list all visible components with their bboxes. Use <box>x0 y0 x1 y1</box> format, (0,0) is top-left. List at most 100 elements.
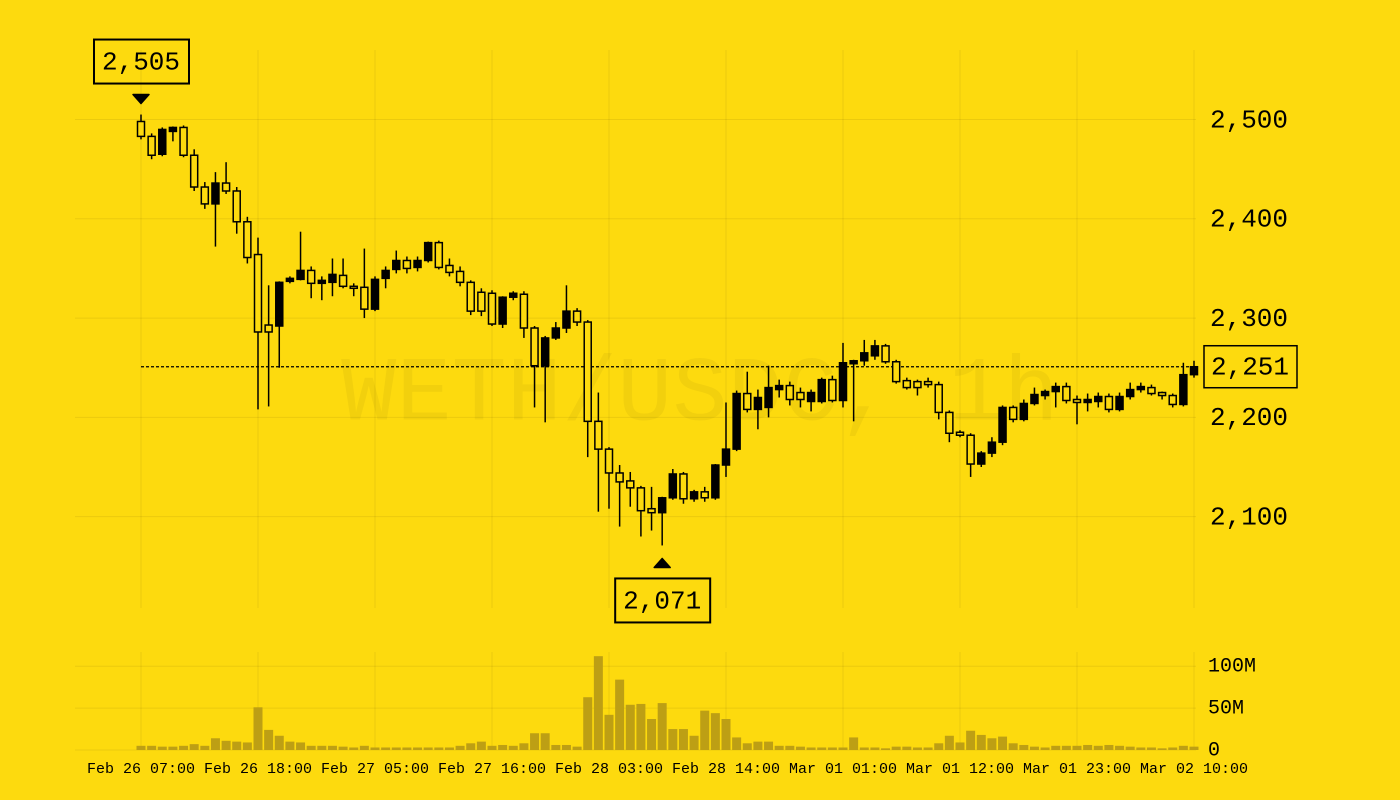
candle-body <box>679 473 688 500</box>
candle-body <box>1136 385 1146 391</box>
candle-body <box>136 120 146 138</box>
candle-body <box>902 379 912 389</box>
candle-body <box>913 380 922 389</box>
candle-body <box>891 361 901 383</box>
volume-bar <box>1083 744 1093 750</box>
candle-body <box>540 337 550 367</box>
candle-body <box>264 324 273 333</box>
candle-body <box>870 345 880 357</box>
volume-bar <box>689 735 699 750</box>
candle-body <box>551 327 561 339</box>
x-tick-label: Feb 26 18:00 <box>204 761 312 778</box>
candle-body <box>296 269 305 281</box>
candle-body <box>434 241 444 269</box>
volume-bar <box>806 747 816 750</box>
volume-bar <box>838 747 848 750</box>
y-tick-label: 2,100 <box>1210 503 1288 533</box>
candle-body <box>1115 395 1124 411</box>
volume-bar <box>1115 745 1125 750</box>
last-price-label: 2,251 <box>1211 353 1289 383</box>
volume-bar <box>455 745 465 750</box>
volume-bar <box>891 746 901 750</box>
candle-body <box>689 491 699 500</box>
candle-body <box>1030 393 1039 405</box>
volume-bar <box>498 744 508 750</box>
candle-body <box>1189 365 1199 376</box>
last-price-box <box>1203 344 1298 389</box>
y-tick-label: 2,500 <box>1210 105 1288 135</box>
volume-bar <box>306 745 316 750</box>
candle-body <box>466 281 475 312</box>
x-tick-label: Mar 02 10:00 <box>1140 761 1248 778</box>
candle-body <box>360 286 369 310</box>
volume-bar <box>966 730 976 750</box>
candle-body <box>583 321 592 423</box>
candle-body <box>413 259 422 269</box>
volume-bar <box>1125 746 1135 750</box>
volume-bar <box>583 697 593 750</box>
candle-body <box>806 391 816 403</box>
volume-tick-label: 100M <box>1208 656 1256 679</box>
volume-bar <box>530 733 540 750</box>
x-tick-label: Feb 28 03:00 <box>555 761 663 778</box>
candle-body <box>987 441 997 454</box>
volume-bar <box>1146 747 1156 750</box>
volume-bar <box>519 743 529 750</box>
volume-bar <box>870 747 880 750</box>
candle-body <box>743 392 752 411</box>
candle-body <box>1157 391 1167 397</box>
volume-bar <box>859 747 869 750</box>
candle-body <box>392 259 401 271</box>
volume-bar <box>561 744 571 750</box>
candle-body <box>253 253 263 333</box>
volume-bar <box>1104 744 1114 750</box>
candle-body <box>179 126 188 156</box>
volume-bar <box>987 738 997 750</box>
y-tick-label: 2,400 <box>1210 205 1288 235</box>
candle-body <box>636 487 646 512</box>
x-tick-label: Mar 01 01:00 <box>789 761 897 778</box>
x-tick-label: Feb 26 07:00 <box>87 761 195 778</box>
candle-body <box>604 448 614 474</box>
max-marker-label: 2,505 <box>102 47 180 77</box>
volume-bar <box>625 704 635 750</box>
volume-bar <box>647 719 657 750</box>
candle-body <box>796 391 805 401</box>
candle-body <box>200 186 210 205</box>
candle-body <box>328 273 337 284</box>
volume-bar <box>1040 747 1050 750</box>
volume-bar <box>955 742 965 750</box>
volume-bar <box>264 729 274 750</box>
x-tick-label: Feb 28 14:00 <box>672 761 780 778</box>
candle-body <box>232 190 241 223</box>
candle-body <box>1094 395 1103 403</box>
candle-body <box>828 378 837 402</box>
candle-body <box>785 384 795 401</box>
candle-body <box>1008 406 1018 421</box>
volume-bar <box>232 741 242 750</box>
candle-body <box>1083 398 1092 404</box>
candle-body <box>562 310 571 329</box>
volume-bar <box>391 747 401 750</box>
volume-bar <box>742 743 752 750</box>
volume-bar <box>466 743 476 750</box>
candle-body <box>753 396 763 411</box>
y-tick-label: 2,300 <box>1210 304 1288 334</box>
candle-body <box>1179 373 1188 406</box>
candle-body <box>1168 394 1177 406</box>
candle-body <box>1062 385 1071 402</box>
max-marker-box <box>93 38 190 85</box>
volume-bar <box>1189 746 1199 750</box>
candle-body <box>477 291 486 312</box>
x-tick-label: Mar 01 12:00 <box>906 761 1014 778</box>
candle-body <box>519 293 529 329</box>
candle-body <box>881 345 890 363</box>
volume-bar <box>200 745 210 750</box>
volume-bar <box>1136 747 1146 750</box>
volume-bar <box>1051 745 1061 750</box>
volume-bar <box>540 733 550 750</box>
volume-bar <box>1029 746 1039 750</box>
candle-body <box>774 384 784 391</box>
candle-body <box>594 420 603 450</box>
volume-bar <box>764 741 774 750</box>
